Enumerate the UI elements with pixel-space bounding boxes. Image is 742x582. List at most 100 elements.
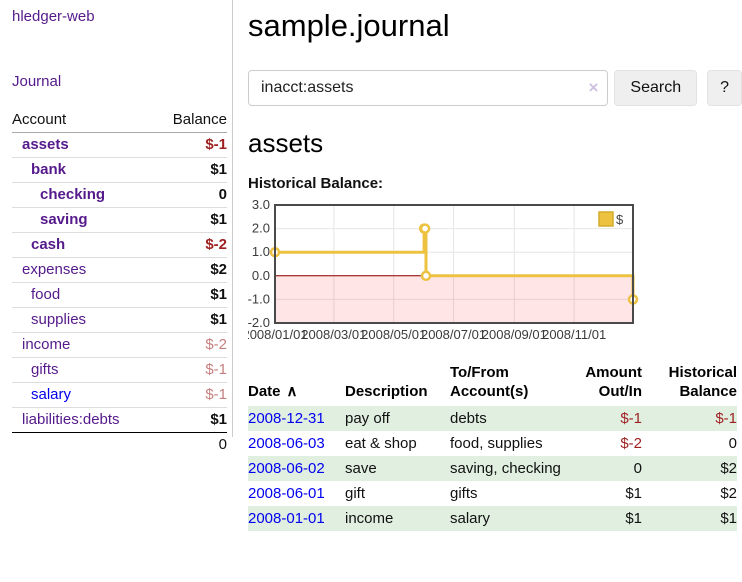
register-cell-amount: 0 <box>633 460 642 477</box>
x-tick-label: 2008/11/01 <box>542 327 606 342</box>
register-header-label: To/From Account(s) <box>450 364 529 400</box>
register-row: 2008-06-03 eat & shop food, supplies $-2 0 <box>248 431 737 456</box>
register-header-label: Description <box>345 383 428 400</box>
register-header-2: To/From Account(s) <box>450 361 562 406</box>
register-table: Date ∧ Description To/From Account(s) Amount… <box>248 361 737 531</box>
register-row: 2008-01-01 income salary $1 $1 <box>248 506 737 531</box>
search-button[interactable]: Search <box>614 70 698 106</box>
account-balance: $2 <box>210 261 227 278</box>
account-row: bank $1 <box>12 157 227 183</box>
register-cell-accounts: salary <box>450 510 491 527</box>
register-cell-amount: $1 <box>625 510 642 527</box>
page-title: sample.journal <box>248 8 450 43</box>
register-cell-balance: $2 <box>720 485 737 502</box>
account-row: checking 0 <box>12 182 227 208</box>
y-tick-label: 0.0 <box>252 268 270 283</box>
register-cell-description: eat & shop <box>345 435 417 452</box>
register-cell-accounts: saving, checking <box>450 460 561 477</box>
search-input[interactable] <box>248 70 609 106</box>
register-cell-date: 2008-01-01 <box>248 506 345 531</box>
account-row: food $1 <box>12 282 227 308</box>
account-link[interactable]: checking <box>40 186 106 203</box>
register-cell-description: save <box>345 460 377 477</box>
search-box: × <box>248 70 609 106</box>
y-tick-label: 1.0 <box>252 244 270 259</box>
register-cell-description: pay off <box>345 410 390 427</box>
clear-search-icon[interactable]: × <box>588 78 599 97</box>
register-cell-date: 2008-12-31 <box>248 406 345 431</box>
x-tick-label: 2008/05/01 <box>361 327 426 342</box>
accounts-header-balance: Balance <box>154 108 227 133</box>
account-balance: 0 <box>218 186 227 203</box>
register-cell-balance: $-1 <box>715 410 737 427</box>
y-tick-label: 2.0 <box>252 221 270 236</box>
account-link[interactable]: liabilities:debts <box>22 411 120 428</box>
account-row: liabilities:debts $1 <box>12 407 227 433</box>
register-cell-amount: $1 <box>625 485 642 502</box>
app-title-link[interactable]: hledger-web <box>12 8 95 25</box>
register-header-1: Description <box>345 361 450 406</box>
legend-label: $ <box>616 212 624 227</box>
register-header-3: Amount Out/In <box>562 361 642 406</box>
register-cell-amount: $-2 <box>620 435 642 452</box>
series-markers <box>269 223 639 305</box>
register-cell-balance: $1 <box>720 510 737 527</box>
account-link[interactable]: expenses <box>22 261 87 278</box>
chart-legend: $ <box>598 211 624 227</box>
y-tick-label: 3.0 <box>252 199 270 212</box>
register-header-0[interactable]: Date ∧ <box>248 361 345 406</box>
axis-labels: 3.0 2.0 1.0 0.0 -1.0 -2.02008/01/012008/03/01… <box>248 199 606 342</box>
account-balance: $-2 <box>205 336 227 353</box>
register-cell-description: gift <box>345 485 366 502</box>
y-tick-label: -2.0 <box>248 315 270 330</box>
account-row: saving $1 <box>12 207 227 233</box>
register-cell-accounts: debts <box>450 410 487 427</box>
account-link[interactable]: food <box>31 286 61 303</box>
register-row: 2008-06-02 save saving, checking 0 $2 <box>248 456 737 481</box>
register-cell-accounts: gifts <box>450 485 478 502</box>
account-link[interactable]: supplies <box>31 311 87 328</box>
transaction-date-link[interactable]: 2008-01-01 <box>248 510 325 527</box>
transaction-date-link[interactable]: 2008-06-02 <box>248 460 325 477</box>
register-cell-description: income <box>345 510 394 527</box>
legend-swatch <box>598 211 614 227</box>
register-header-row: Date ∧ Description To/From Account(s) Amount… <box>248 361 737 406</box>
account-heading: assets <box>248 128 324 158</box>
account-link[interactable]: income <box>22 336 71 353</box>
account-link[interactable]: assets <box>22 136 69 153</box>
account-link[interactable]: cash <box>31 236 66 253</box>
transaction-date-link[interactable]: 2008-12-31 <box>248 410 325 427</box>
register-cell-accounts: food, supplies <box>450 435 543 452</box>
x-tick-label: 2008/01/01 <box>248 327 308 342</box>
search-row: × Search ? <box>248 70 742 106</box>
account-link[interactable]: bank <box>31 161 67 178</box>
negative-region <box>275 275 633 323</box>
account-link[interactable]: saving <box>40 211 88 228</box>
sort-asc-icon: ∧ <box>286 383 298 400</box>
account-link[interactable]: gifts <box>31 361 59 378</box>
transaction-date-link[interactable]: 2008-06-01 <box>248 485 325 502</box>
nav-journal-link[interactable]: Journal <box>12 73 62 90</box>
balance-chart: $3.0 2.0 1.0 0.0 -1.0 -2.0 2008/01/01 2008/03/0… <box>248 199 742 345</box>
accounts-header-row: Account Balance <box>12 108 227 133</box>
account-link[interactable]: salary <box>31 386 72 403</box>
sidebar: hledger-web Journal Account Balance asse… <box>0 0 233 453</box>
account-row: supplies $1 <box>12 307 227 333</box>
register-cell-balance: 0 <box>728 435 737 452</box>
register-row: 2008-06-01 gift gifts $1 $2 <box>248 481 737 506</box>
account-row: salary $-1 <box>12 382 227 408</box>
account-balance: $-1 <box>205 361 227 378</box>
transaction-date-link[interactable]: 2008-06-03 <box>248 435 325 452</box>
help-button[interactable]: ? <box>707 70 742 106</box>
register-cell-date: 2008-06-02 <box>248 456 345 481</box>
register-cell-date: 2008-06-01 <box>248 481 345 506</box>
register-header-4: Historical Balance <box>642 361 737 406</box>
account-balance: $1 <box>210 211 227 228</box>
x-tick-label: 2008/03/01 <box>301 327 366 342</box>
chart-border <box>274 204 634 324</box>
register-header-label: Amount Out/In <box>585 364 642 400</box>
register-row: 2008-12-31 pay off debts $-1 $-1 <box>248 406 737 431</box>
balance-chart-svg: $3.0 2.0 1.0 0.0 -1.0 -2.02008/01/012008/03/0… <box>248 199 639 342</box>
accounts-total-row: 0 <box>12 433 227 458</box>
register-header-label: Date <box>248 383 281 400</box>
